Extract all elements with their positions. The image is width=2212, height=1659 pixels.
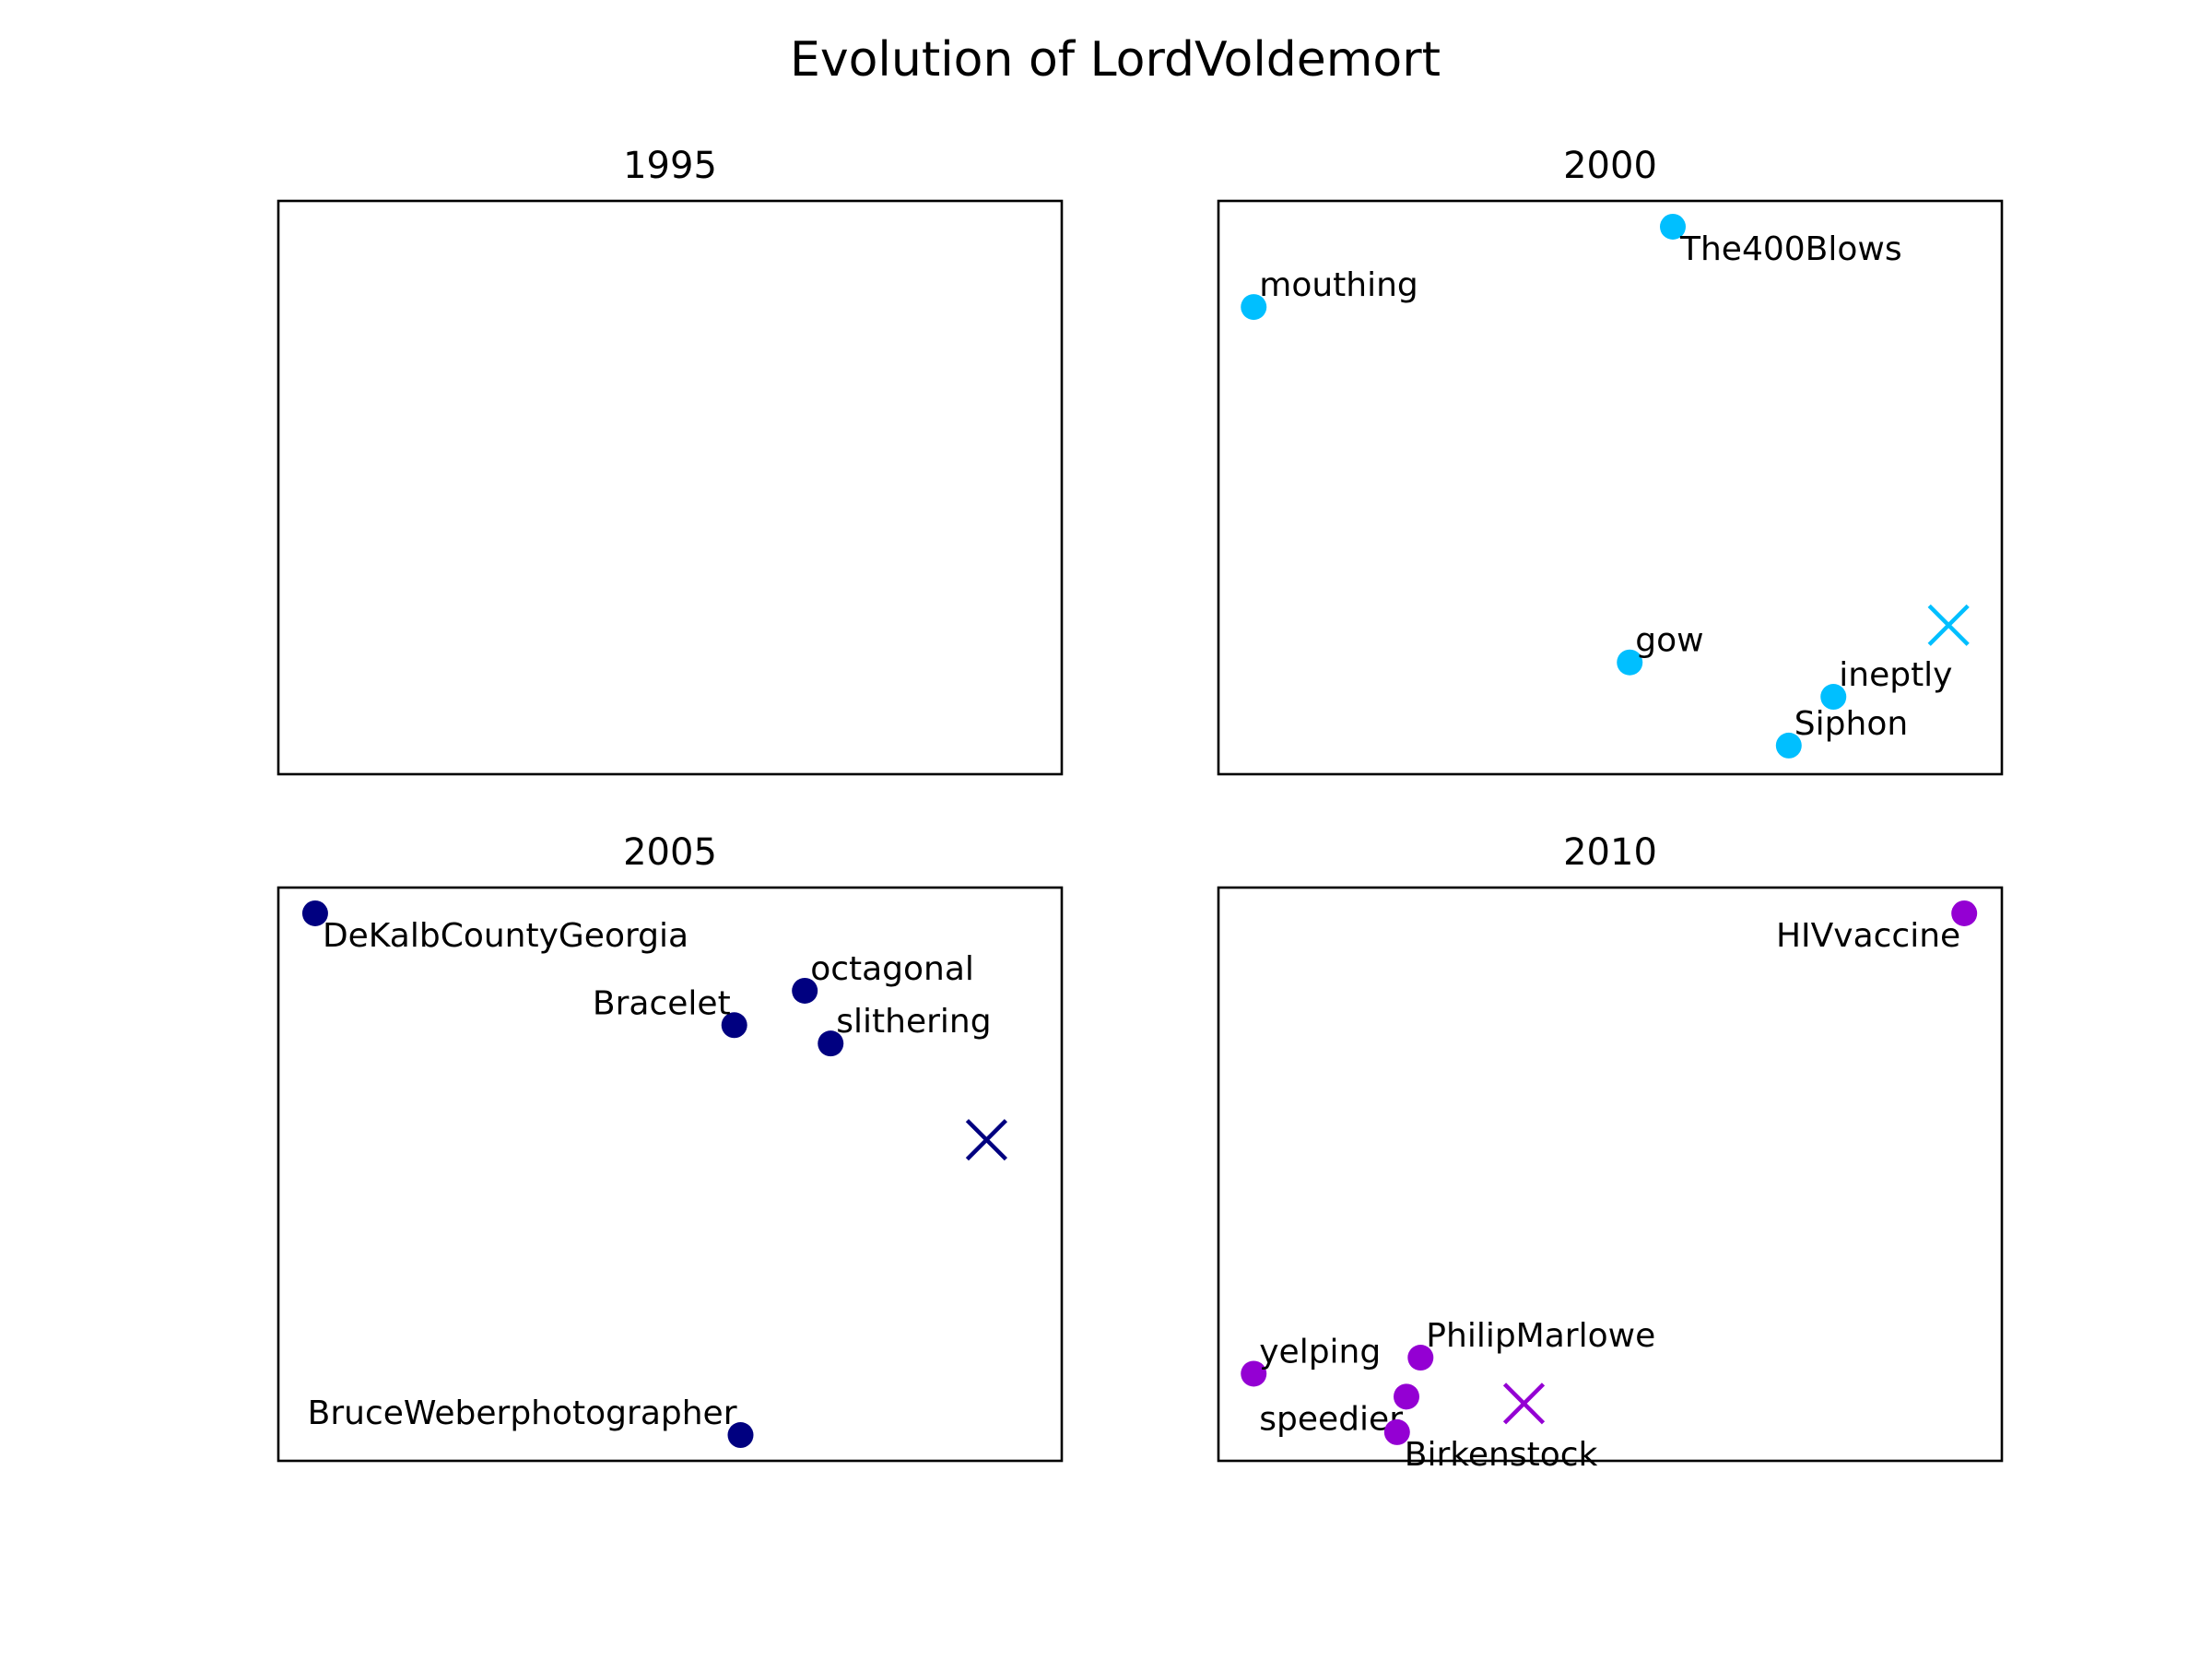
subplot-2000: 2000 The400Blows mouthing gow ineptly Siphon bbox=[1217, 145, 2004, 776]
scatter-point bbox=[1820, 684, 1847, 711]
subplot-title: 2005 bbox=[623, 831, 717, 874]
scatter-point bbox=[1383, 1418, 1410, 1445]
subplot-title: 2010 bbox=[1563, 831, 1657, 874]
scatter-point bbox=[727, 1422, 754, 1449]
point-label: yelping bbox=[1259, 1333, 1381, 1371]
scatter-point bbox=[1951, 900, 1978, 926]
centroid-cross-marker bbox=[1927, 604, 1970, 646]
subplot-title: 2000 bbox=[1563, 145, 1657, 187]
point-label: Birkenstock bbox=[1405, 1436, 1598, 1474]
point-label: Bracelet bbox=[593, 984, 731, 1022]
axes-frame bbox=[1217, 199, 2004, 776]
axes-frame bbox=[1217, 886, 2004, 1463]
scatter-point bbox=[1394, 1383, 1419, 1410]
centroid-cross-marker bbox=[965, 1119, 1007, 1161]
scatter-point bbox=[1775, 732, 1802, 759]
scatter-point bbox=[721, 1012, 747, 1039]
point-label: Siphon bbox=[1794, 705, 1908, 743]
scatter-point bbox=[818, 1030, 844, 1057]
point-label: The400Blows bbox=[1679, 230, 1902, 268]
point-label: octagonal bbox=[810, 950, 974, 988]
centroid-cross-marker bbox=[1502, 1382, 1546, 1425]
point-label: speedier bbox=[1259, 1400, 1403, 1438]
subplot-title: 1995 bbox=[623, 145, 717, 187]
axes-frame bbox=[276, 199, 1064, 776]
scatter-point bbox=[1241, 1360, 1267, 1387]
scatter-point bbox=[1660, 213, 1686, 240]
point-label: BruceWeberphotographer bbox=[308, 1394, 737, 1432]
scatter-point bbox=[1407, 1345, 1434, 1371]
point-label: HIVvaccine bbox=[1776, 917, 1960, 955]
point-label: ineptly bbox=[1839, 656, 1952, 694]
subplot-2010: 2010 HIVvaccine PhilipMarlowe yelping speedi… bbox=[1217, 831, 2004, 1474]
scatter-point bbox=[1617, 649, 1643, 676]
scatter-point bbox=[1241, 294, 1267, 321]
point-label: DeKalbCountyGeorgia bbox=[323, 917, 688, 955]
subplot-1995: 1995 bbox=[276, 145, 1064, 776]
axes-frame bbox=[276, 886, 1064, 1463]
scatter-point bbox=[301, 900, 328, 926]
figure-title: Evolution of LordVoldemort bbox=[790, 32, 1441, 88]
scatter-point bbox=[792, 977, 818, 1004]
subplot-2005: 2005 DeKalbCountyGeorgia octagonal Bracelet… bbox=[276, 831, 1064, 1463]
subplot-grid: 1995 2000 The400Blows mouthing gow ineptly Sip… bbox=[276, 145, 2004, 1474]
point-label: mouthing bbox=[1259, 266, 1418, 304]
point-label: gow bbox=[1635, 622, 1703, 660]
point-label: slithering bbox=[836, 1003, 991, 1041]
point-label: PhilipMarlowe bbox=[1426, 1317, 1655, 1355]
